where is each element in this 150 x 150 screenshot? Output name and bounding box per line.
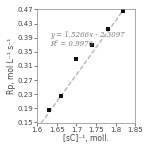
Point xyxy=(75,58,78,60)
Point xyxy=(122,10,125,12)
Point xyxy=(107,28,109,30)
Y-axis label: Rp, mol L⁻¹ s⁻¹: Rp, mol L⁻¹ s⁻¹ xyxy=(7,38,16,94)
Text: y = 1.5266x - 2.3097
R² = 0.9976: y = 1.5266x - 2.3097 R² = 0.9976 xyxy=(50,31,124,48)
Point xyxy=(48,109,50,111)
Point xyxy=(91,44,93,46)
Point xyxy=(60,95,62,97)
X-axis label: [sC]⁻¹, moll.: [sC]⁻¹, moll. xyxy=(63,134,109,143)
